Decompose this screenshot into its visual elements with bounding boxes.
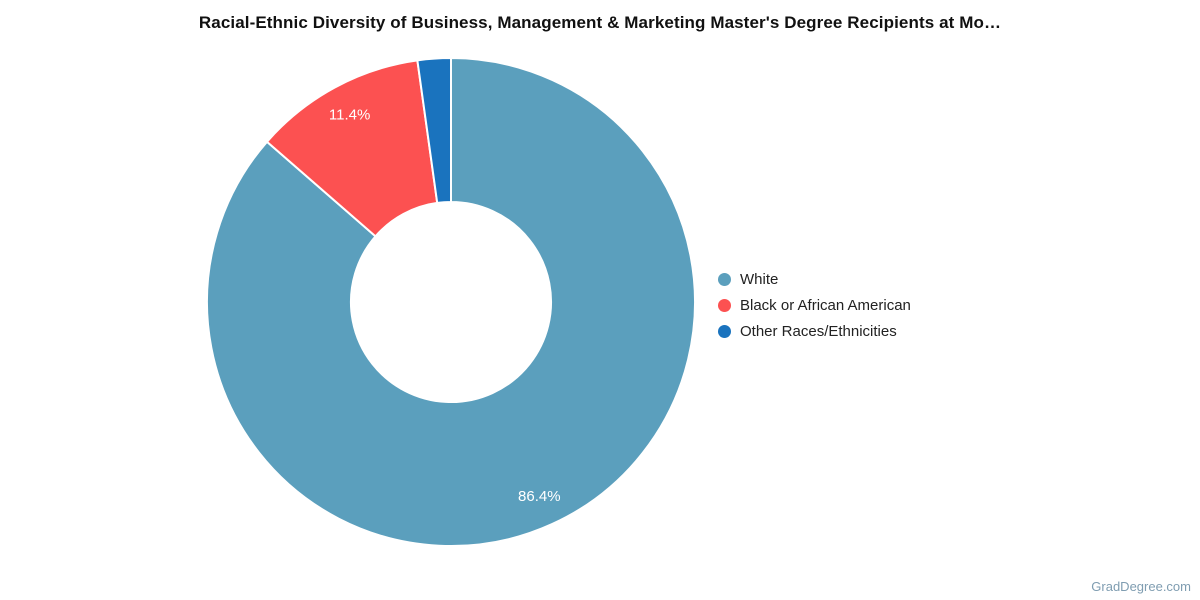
watermark-link[interactable]: GradDegree.com: [1091, 579, 1191, 594]
legend-label-other-races: Other Races/Ethnicities: [740, 322, 897, 340]
legend: White Black or African American Other Ra…: [718, 266, 911, 344]
chart-title: Racial-Ethnic Diversity of Business, Man…: [198, 13, 1002, 32]
legend-swatch-black-or-african-american-icon: [718, 298, 731, 312]
legend-item-other-races[interactable]: Other Races/Ethnicities: [718, 318, 911, 344]
legend-swatch-other-races-icon: [718, 324, 731, 338]
legend-label-white: White: [740, 270, 779, 288]
slice-label-1: 11.4%: [329, 107, 370, 124]
legend-item-white[interactable]: White: [718, 266, 911, 292]
pie-slice-0[interactable]: [206, 56, 696, 547]
slice-label-0: 86.4%: [518, 488, 561, 505]
legend-item-black-or-african-american[interactable]: Black or African American: [718, 292, 911, 318]
pie-slice-2[interactable]: [416, 56, 452, 205]
pie-slice-1[interactable]: [265, 59, 439, 238]
legend-swatch-white-icon: [718, 272, 731, 286]
legend-label-black-or-african-american: Black or African American: [740, 296, 911, 314]
